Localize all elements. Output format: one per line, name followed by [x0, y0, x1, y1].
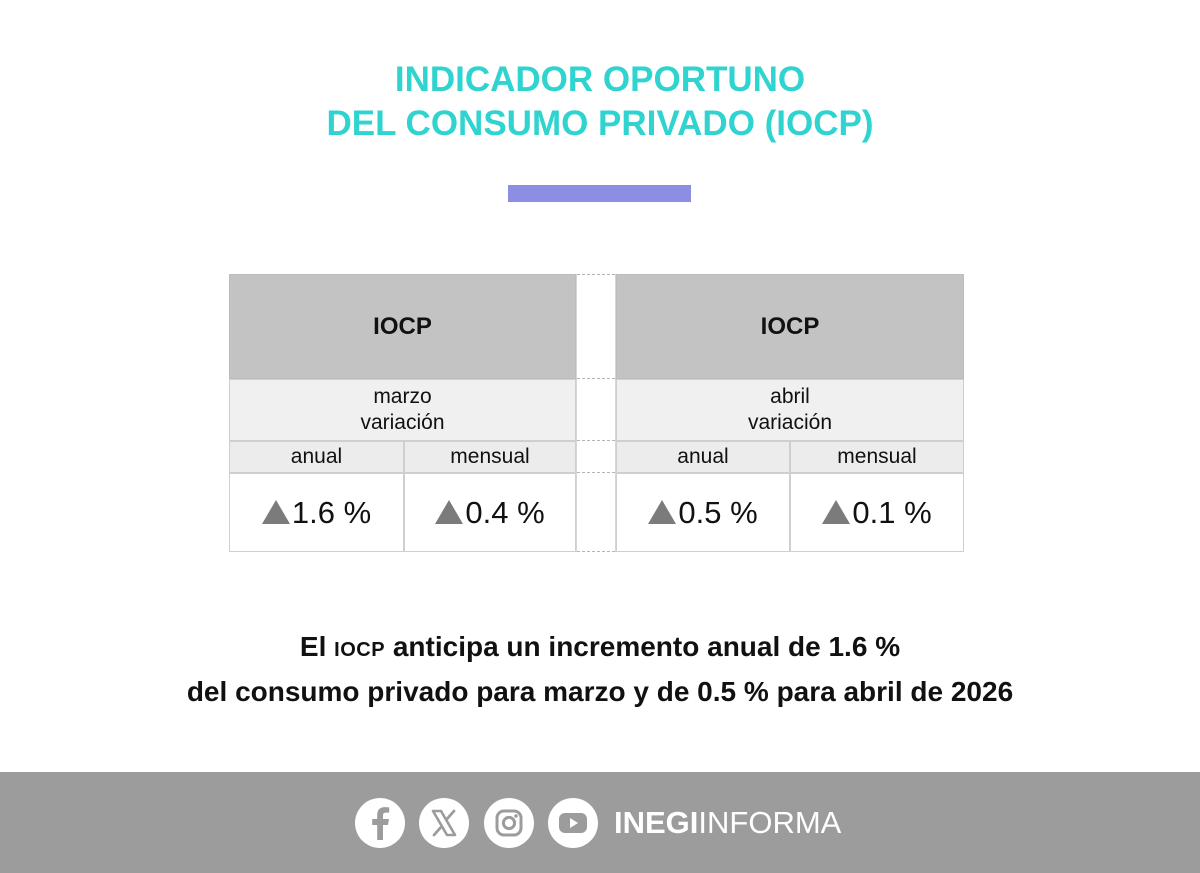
value-cell-march-mensual: 0.4 %	[404, 473, 576, 552]
facebook-icon[interactable]	[355, 798, 405, 848]
value-cell-march-anual: 1.6 %	[229, 473, 404, 552]
table-spacer	[576, 274, 616, 552]
period-month: abril	[770, 385, 810, 408]
table-april: IOCP abril variación anual mensual 0.5 %…	[616, 274, 964, 552]
summary-prefix: El	[299, 631, 327, 662]
up-triangle-icon	[822, 499, 851, 524]
dashed-line	[577, 472, 615, 473]
table-march: IOCP marzo variación anual mensual 1.6 %…	[229, 274, 576, 552]
period-month: marzo	[373, 385, 432, 408]
summary-text: El IOCP anticipa un incremento anual de …	[0, 626, 1200, 712]
up-triangle-icon	[648, 499, 677, 524]
period-variation-label: variación	[747, 411, 833, 434]
column-header-mensual: mensual	[790, 441, 964, 473]
table-header-april: IOCP	[616, 274, 964, 379]
instagram-icon[interactable]	[484, 798, 534, 848]
brand-inegi-informa: INEGIINFORMA	[614, 803, 841, 843]
value-text: 0.5 %	[678, 494, 758, 530]
value-text: 0.4 %	[465, 494, 545, 530]
dashed-line	[577, 378, 615, 379]
up-triangle-icon	[435, 499, 464, 524]
value-cell-april-anual: 0.5 %	[616, 473, 790, 552]
dashed-line	[577, 551, 615, 552]
table-period-march: marzo variación	[229, 379, 576, 441]
summary-rest: anticipa un incremento anual de 1.6 %	[392, 631, 901, 662]
table-period-april: abril variación	[616, 379, 964, 441]
footer-bar	[0, 772, 1200, 873]
column-header-anual: anual	[229, 441, 404, 473]
dashed-line	[577, 274, 615, 275]
summary-abbrev: IOCP	[334, 639, 386, 661]
summary-line-1: El IOCP anticipa un incremento anual de …	[0, 626, 1200, 671]
youtube-icon[interactable]	[548, 798, 598, 848]
value-cell-april-mensual: 0.1 %	[790, 473, 964, 552]
accent-divider	[508, 185, 691, 202]
x-icon[interactable]	[419, 798, 469, 848]
table-header-march: IOCP	[229, 274, 576, 379]
up-triangle-icon	[261, 499, 290, 524]
dashed-line	[577, 440, 615, 441]
summary-line-2: del consumo privado para marzo y de 0.5 …	[186, 676, 1014, 707]
title-line-2: DEL CONSUMO PRIVADO (IOCP)	[326, 104, 874, 143]
column-header-anual: anual	[616, 441, 790, 473]
period-variation-label: variación	[360, 411, 445, 434]
value-text: 1.6 %	[291, 494, 372, 530]
brand-light: INFORMA	[698, 805, 842, 840]
column-header-mensual: mensual	[404, 441, 576, 473]
page-title: INDICADOR OPORTUNO DEL CONSUMO PRIVADO (…	[0, 58, 1200, 146]
value-text: 0.1 %	[852, 494, 932, 530]
title-line-1: INDICADOR OPORTUNO	[394, 60, 806, 99]
brand-bold: INEGI	[614, 805, 699, 840]
